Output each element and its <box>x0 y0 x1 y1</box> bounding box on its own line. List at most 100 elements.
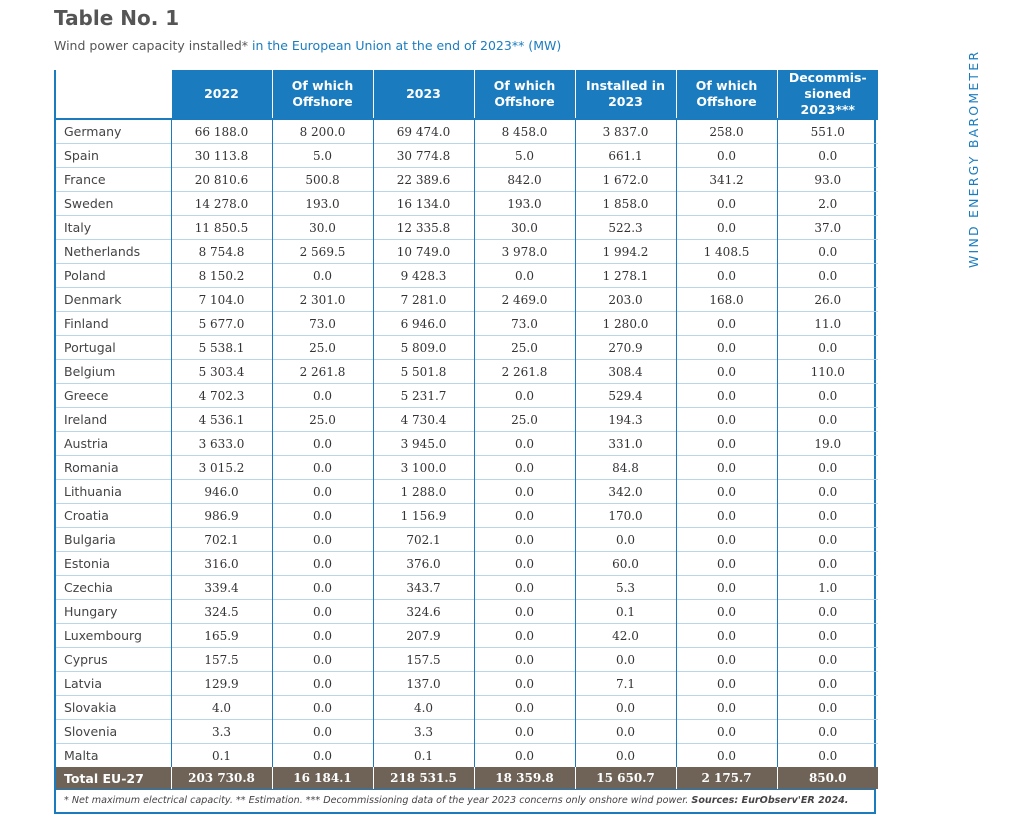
value-cell: 0.0 <box>675 263 777 288</box>
value-cell: 500.8 <box>271 167 373 192</box>
value-cell: 339.4 <box>170 575 272 600</box>
value-cell: 8 458.0 <box>473 118 575 144</box>
table-row: Estonia 316.0 0.0 376.0 0.0 60.0 0.0 0.0 <box>56 551 878 576</box>
side-label-text: WIND ENERGY BAROMETER <box>966 49 981 268</box>
value-cell: 0.0 <box>776 599 878 624</box>
total-label: Total EU-27 <box>56 767 171 789</box>
value-cell: 0.0 <box>776 383 878 408</box>
value-cell: 3 837.0 <box>574 118 676 144</box>
value-cell: 157.5 <box>372 647 474 672</box>
value-cell: 3.3 <box>372 719 474 744</box>
value-cell: 6 946.0 <box>372 311 474 336</box>
value-cell: 7 281.0 <box>372 287 474 312</box>
value-cell: 0.0 <box>776 623 878 648</box>
table-row: Poland 8 150.2 0.0 9 428.3 0.0 1 278.1 0.0 0.0 <box>56 263 878 288</box>
table-row: Austria 3 633.0 0.0 3 945.0 0.0 331.0 0.0 19.0 <box>56 431 878 456</box>
value-cell: 14 278.0 <box>170 191 272 216</box>
total-value-cell: 203 730.8 <box>170 767 272 789</box>
value-cell: 0.0 <box>271 431 373 456</box>
table-row: Greece 4 702.3 0.0 5 231.7 0.0 529.4 0.0 0.0 <box>56 383 878 408</box>
value-cell: 11.0 <box>776 311 878 336</box>
value-cell: 0.0 <box>271 551 373 576</box>
country-cell: Ireland <box>56 407 171 432</box>
value-cell: 207.9 <box>372 623 474 648</box>
value-cell: 3 945.0 <box>372 431 474 456</box>
subtitle-prefix: Wind power capacity installed* <box>54 38 249 53</box>
value-cell: 258.0 <box>675 118 777 144</box>
value-cell: 0.0 <box>675 479 777 504</box>
value-cell: 168.0 <box>675 287 777 312</box>
country-cell: Cyprus <box>56 647 171 672</box>
value-cell: 0.0 <box>675 383 777 408</box>
value-cell: 842.0 <box>473 167 575 192</box>
value-cell: 19.0 <box>776 431 878 456</box>
value-cell: 324.5 <box>170 599 272 624</box>
table-row: Netherlands 8 754.8 2 569.5 10 749.0 3 978.0… <box>56 239 878 264</box>
value-cell: 165.9 <box>170 623 272 648</box>
value-cell: 5.3 <box>574 575 676 600</box>
value-cell: 0.0 <box>574 719 676 744</box>
value-cell: 522.3 <box>574 215 676 240</box>
value-cell: 0.0 <box>473 623 575 648</box>
value-cell: 12 335.8 <box>372 215 474 240</box>
value-cell: 702.1 <box>170 527 272 552</box>
total-row: Total EU-27 203 730.8 16 184.1 218 531.5 18 … <box>56 767 878 789</box>
value-cell: 1 288.0 <box>372 479 474 504</box>
value-cell: 25.0 <box>271 407 373 432</box>
table-row: Ireland 4 536.1 25.0 4 730.4 25.0 194.3 0.0 0.0 <box>56 407 878 432</box>
footnote: * Net maximum electrical capacity. ** Es… <box>56 789 874 812</box>
value-cell: 0.0 <box>675 335 777 360</box>
value-cell: 551.0 <box>776 118 878 144</box>
value-cell: 170.0 <box>574 503 676 528</box>
value-cell: 84.8 <box>574 455 676 480</box>
value-cell: 25.0 <box>473 335 575 360</box>
value-cell: 5 231.7 <box>372 383 474 408</box>
value-cell: 5.0 <box>473 143 575 168</box>
table-row: Luxembourg 165.9 0.0 207.9 0.0 42.0 0.0 0.0 <box>56 623 878 648</box>
column-header: Installed in 2023 <box>574 70 676 119</box>
table-row: Bulgaria 702.1 0.0 702.1 0.0 0.0 0.0 0.0 <box>56 527 878 552</box>
country-cell: Lithuania <box>56 479 171 504</box>
value-cell: 702.1 <box>372 527 474 552</box>
value-cell: 946.0 <box>170 479 272 504</box>
header-row: 2022 Of which Offshore 2023 Of which Off… <box>56 70 878 119</box>
footnote-sources: Sources: EurObserv'ER 2024. <box>691 795 849 806</box>
value-cell: 986.9 <box>170 503 272 528</box>
value-cell: 42.0 <box>574 623 676 648</box>
value-cell: 0.0 <box>574 743 676 767</box>
table-row: France 20 810.6 500.8 22 389.6 842.0 1 672.0 3… <box>56 167 878 192</box>
value-cell: 4 702.3 <box>170 383 272 408</box>
value-cell: 3 633.0 <box>170 431 272 456</box>
value-cell: 4.0 <box>372 695 474 720</box>
value-cell: 193.0 <box>271 191 373 216</box>
value-cell: 22 389.6 <box>372 167 474 192</box>
column-header: 2023 <box>372 70 474 119</box>
value-cell: 0.0 <box>271 671 373 696</box>
value-cell: 1.0 <box>776 575 878 600</box>
value-cell: 0.0 <box>473 503 575 528</box>
value-cell: 0.0 <box>271 575 373 600</box>
value-cell: 0.0 <box>675 143 777 168</box>
value-cell: 157.5 <box>170 647 272 672</box>
value-cell: 0.0 <box>271 647 373 672</box>
value-cell: 129.9 <box>170 671 272 696</box>
value-cell: 0.0 <box>473 527 575 552</box>
value-cell: 1 994.2 <box>574 239 676 264</box>
value-cell: 30 113.8 <box>170 143 272 168</box>
country-cell: Sweden <box>56 191 171 216</box>
value-cell: 0.0 <box>473 383 575 408</box>
value-cell: 0.0 <box>675 671 777 696</box>
value-cell: 0.0 <box>574 527 676 552</box>
table-row: Malta 0.1 0.0 0.1 0.0 0.0 0.0 0.0 <box>56 743 878 767</box>
value-cell: 194.3 <box>574 407 676 432</box>
value-cell: 341.2 <box>675 167 777 192</box>
country-cell: France <box>56 167 171 192</box>
value-cell: 5 303.4 <box>170 359 272 384</box>
column-header: Of which Offshore <box>473 70 575 119</box>
value-cell: 0.0 <box>776 239 878 264</box>
table-row: Spain 30 113.8 5.0 30 774.8 5.0 661.1 0.0 0.0 <box>56 143 878 168</box>
country-cell: Portugal <box>56 335 171 360</box>
value-cell: 0.0 <box>675 695 777 720</box>
value-cell: 0.0 <box>675 551 777 576</box>
table-row: Czechia 339.4 0.0 343.7 0.0 5.3 0.0 1.0 <box>56 575 878 600</box>
